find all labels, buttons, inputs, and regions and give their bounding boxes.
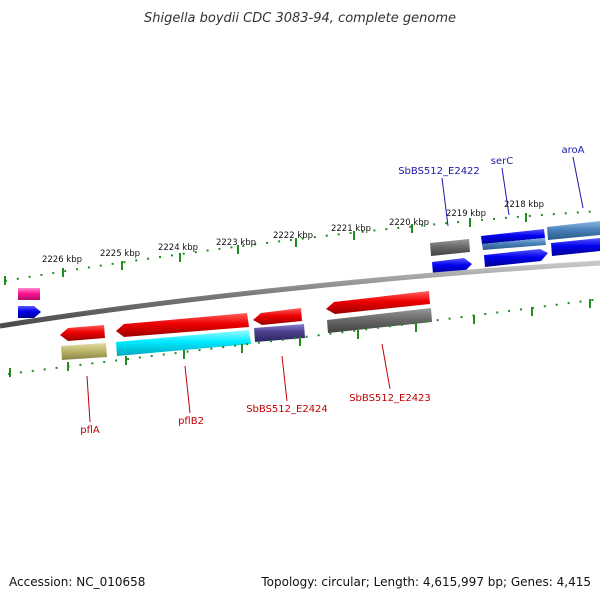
- gene-feature: [254, 324, 305, 342]
- gene-feature: [551, 238, 600, 256]
- tick-label: 2226 kbp: [42, 255, 82, 265]
- gene-label-sbbs512-e2422: SbBS512_E2422: [398, 166, 480, 177]
- tick-label: 2221 kbp: [331, 224, 371, 234]
- map-title: Shigella boydii CDC 3083-94, complete ge…: [144, 11, 456, 26]
- tick-label: 2222 kbp: [273, 231, 313, 241]
- tick-label: 2224 kbp: [158, 243, 198, 253]
- gene-label-sbbs512-e2423: SbBS512_E2423: [349, 393, 431, 404]
- bottom-gene-labels: pflA pflB2 SbBS512_E2424 SbBS512_E2423: [80, 393, 431, 436]
- gene-feature: [326, 291, 430, 314]
- gene-feature: [430, 239, 470, 256]
- tick-label: 2220 kbp: [389, 218, 429, 228]
- gene-feature: [61, 343, 107, 360]
- gene-label-sbbs512-e2424: SbBS512_E2424: [246, 404, 328, 415]
- gene-feature: [60, 325, 105, 341]
- gene-feature: [116, 330, 251, 356]
- top-gene-labels: SbBS512_E2422 serC aroA: [398, 145, 584, 177]
- gene-feature: [18, 288, 40, 300]
- tick-label: 2223 kbp: [216, 238, 256, 248]
- genome-backbone: [0, 260, 600, 329]
- scale-tick-labels: 2226 kbp 2225 kbp 2224 kbp 2223 kbp 2222…: [42, 200, 544, 265]
- tick-label: 2225 kbp: [100, 249, 140, 259]
- gene-label-pfla: pflA: [80, 425, 100, 436]
- upper-scale-dots: [4, 210, 600, 282]
- gene-feature: [18, 306, 41, 318]
- gene-feature: [547, 221, 600, 240]
- gene-feature: [481, 229, 545, 244]
- top-label-leaders: [441, 156, 584, 227]
- bottom-label-leaders: [86, 343, 391, 423]
- gene-label-aroa: aroA: [562, 145, 585, 156]
- gene-feature: [432, 258, 472, 274]
- gene-feature: [482, 238, 546, 250]
- tick-label: 2219 kbp: [446, 209, 486, 219]
- gene-feature: [253, 308, 302, 325]
- gene-feature: [327, 308, 432, 333]
- gene-feature: [484, 249, 548, 267]
- topology-summary-text: Topology: circular; Length: 4,615,997 bp…: [260, 575, 591, 589]
- accession-text: Accession: NC_010658: [9, 575, 145, 589]
- tick-label: 2218 kbp: [504, 200, 544, 210]
- bottom-strand-genes: [60, 291, 432, 360]
- top-strand-genes: [18, 221, 600, 318]
- lower-scale: [7, 298, 600, 377]
- gene-label-serc: serC: [491, 156, 513, 167]
- upper-scale: [4, 210, 600, 285]
- gene-label-pflb2: pflB2: [178, 416, 204, 427]
- gene-feature: [116, 313, 249, 337]
